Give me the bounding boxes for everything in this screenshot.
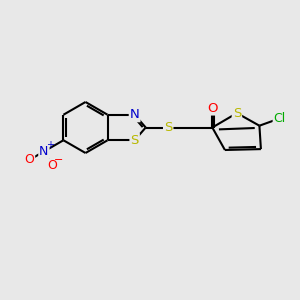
Text: O: O — [47, 159, 57, 172]
Text: −: − — [54, 155, 64, 165]
Text: N: N — [39, 145, 49, 158]
Text: S: S — [164, 121, 172, 134]
Text: O: O — [25, 153, 34, 166]
Text: Cl: Cl — [274, 112, 286, 125]
Text: S: S — [130, 134, 139, 147]
Text: S: S — [233, 106, 241, 120]
Text: N: N — [130, 108, 140, 121]
Text: +: + — [46, 140, 54, 151]
Text: O: O — [207, 101, 217, 115]
